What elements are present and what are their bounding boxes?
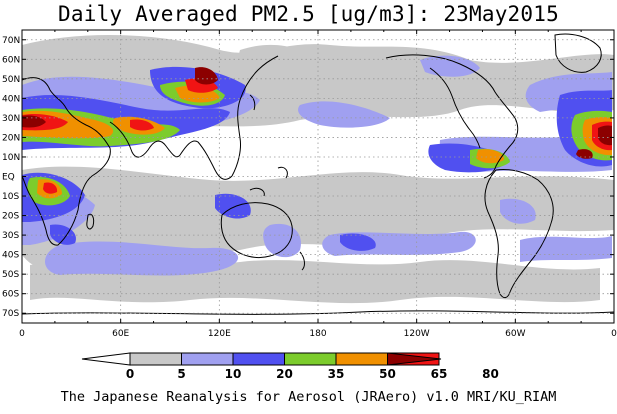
colorbar-segment — [181, 352, 234, 366]
lat-tick-label: 20N — [2, 133, 20, 143]
lon-tick-label: 180 — [309, 329, 326, 339]
latitude-axis: 70N 60N 50N 40N 30N 20N 10N EQ 10S 20S 30S 40S 50S 60… — [2, 36, 614, 319]
map-title: Daily Averaged PM2.5 [ug/m3]: 23May2015 — [58, 2, 559, 26]
colorbar-label: 5 — [177, 367, 185, 381]
colorbar-label: 50 — [379, 367, 396, 381]
colorbar-label: 0 — [126, 367, 134, 381]
lon-tick-label: 120E — [208, 329, 231, 339]
lon-tick-label: 0 — [611, 329, 617, 339]
lat-tick-label: 10N — [2, 153, 20, 163]
longitude-axis: 0 60E 120E 180 120W 60W 0 — [19, 30, 617, 339]
lat-tick-label: 30N — [2, 114, 20, 124]
lat-tick-label: 70N — [2, 36, 20, 46]
lat-tick-label: 50N — [2, 75, 20, 85]
colorbar-left-arrow — [81, 352, 131, 366]
lat-tick-label: 60S — [2, 290, 19, 300]
graticule — [22, 30, 614, 323]
lat-tick-label: 20S — [2, 212, 19, 222]
lat-tick-label: 70S — [2, 309, 19, 319]
colorbar-label: 35 — [328, 367, 345, 381]
lat-tick-label: 50S — [2, 270, 19, 280]
lon-tick-label: 60E — [112, 329, 129, 339]
lat-tick-label: 30S — [2, 231, 19, 241]
colorbar-label: 80 — [482, 367, 499, 381]
lat-tick-label: 10S — [2, 192, 19, 202]
pm25-level-over-80 — [22, 67, 612, 159]
lon-tick-label: 60W — [505, 329, 525, 339]
colorbar: 0 5 10 20 35 50 65 80 — [81, 352, 499, 381]
lon-tick-label: 120W — [404, 329, 430, 339]
footer-credit: The Japanese Reanalysis for Aerosol (JRA… — [60, 389, 557, 405]
lat-tick-label: 40S — [2, 251, 19, 261]
colorbar-segment — [129, 352, 182, 366]
colorbar-right-arrow — [387, 352, 442, 366]
colorbar-label: 20 — [276, 367, 293, 381]
colorbar-segment — [284, 352, 337, 366]
lat-tick-label: EQ — [2, 173, 15, 183]
colorbar-segment — [232, 352, 285, 366]
colorbar-label: 65 — [431, 367, 448, 381]
colorbar-label: 10 — [225, 367, 242, 381]
lat-tick-label: 40N — [2, 94, 20, 104]
lon-tick-label: 0 — [19, 329, 25, 339]
colorbar-segment — [335, 352, 388, 366]
lat-tick-label: 60N — [2, 55, 20, 65]
